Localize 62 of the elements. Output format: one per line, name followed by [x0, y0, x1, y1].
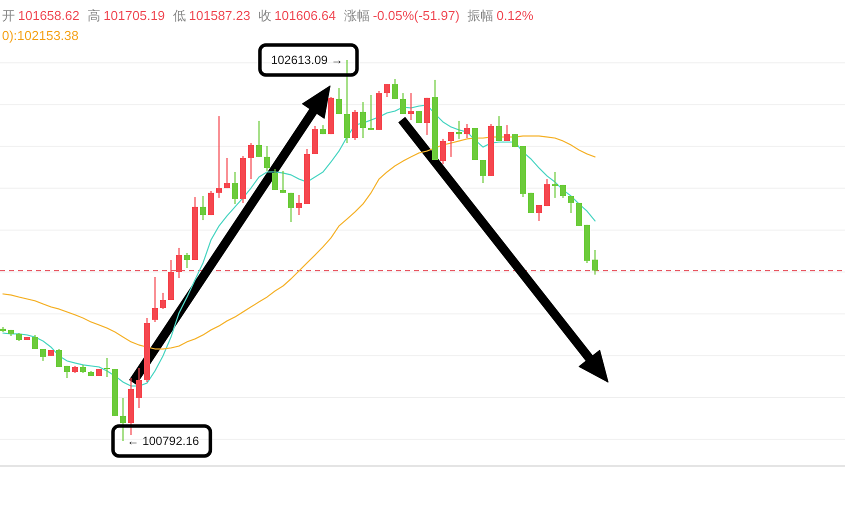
candlestick: [120, 397, 126, 442]
candlestick: [216, 115, 222, 199]
candlestick: [456, 120, 462, 140]
candlestick: [400, 92, 406, 115]
candlestick: [408, 92, 414, 121]
candlestick: [440, 138, 446, 165]
candlestick: [296, 194, 302, 216]
candlestick: [184, 252, 190, 269]
label-box: 102613.09 →: [258, 43, 359, 77]
text: 低: [172, 8, 186, 23]
text: 高: [87, 8, 100, 23]
candlestick: [152, 276, 158, 323]
text: 0):102153.38: [2, 28, 79, 43]
candlestick: [360, 101, 366, 139]
candlestick: [504, 124, 510, 142]
label-box: ← 100792.16: [111, 424, 212, 458]
candlestick: [480, 159, 486, 184]
candlestick: [592, 249, 598, 276]
candlestick: [368, 94, 374, 131]
candlestick: [176, 247, 182, 279]
candlestick: [256, 120, 262, 158]
candlestick: [496, 115, 502, 142]
candlestick: [232, 171, 238, 205]
candlestick: [552, 171, 558, 199]
candlestick: [568, 195, 574, 214]
candlestick: [544, 178, 550, 207]
candlestick: [160, 292, 166, 310]
candlestick: [56, 348, 62, 368]
candlestick: [224, 157, 230, 189]
candlestick: [264, 145, 270, 172]
candlestick: [208, 190, 214, 216]
text: 101705.19: [103, 8, 165, 23]
candlestick: [336, 87, 342, 115]
candlestick: [200, 195, 206, 221]
candlestick: [272, 168, 278, 191]
text: 101658.62: [18, 8, 80, 23]
candlestick: [560, 184, 566, 199]
candlestick: [448, 131, 454, 158]
candlestick: [384, 83, 390, 98]
candlestick: [464, 123, 470, 139]
text: -0.05%(-51.97): [372, 8, 460, 23]
candlestick: [104, 357, 110, 378]
text: 涨幅: [344, 8, 370, 23]
candlestick: [32, 334, 38, 350]
text: 101587.23: [188, 8, 250, 23]
candlestick: [536, 204, 542, 222]
candlestick: [392, 78, 398, 100]
text: 101606.64: [274, 8, 336, 23]
text: 0.12%: [496, 8, 534, 23]
candlestick: [248, 142, 254, 180]
annotation: ← 100792.16: [127, 434, 200, 448]
candlestick: [280, 170, 286, 194]
candlestick: [528, 192, 534, 214]
text: 开: [2, 8, 15, 23]
text: 收: [258, 8, 272, 23]
candlestick: [64, 365, 70, 379]
annotation: 102613.09 →: [270, 53, 343, 67]
candlestick: [512, 133, 518, 148]
candlestick: [576, 202, 582, 227]
text: 振幅: [468, 8, 494, 23]
candlestick: [288, 192, 294, 223]
candlestick: [136, 367, 142, 409]
